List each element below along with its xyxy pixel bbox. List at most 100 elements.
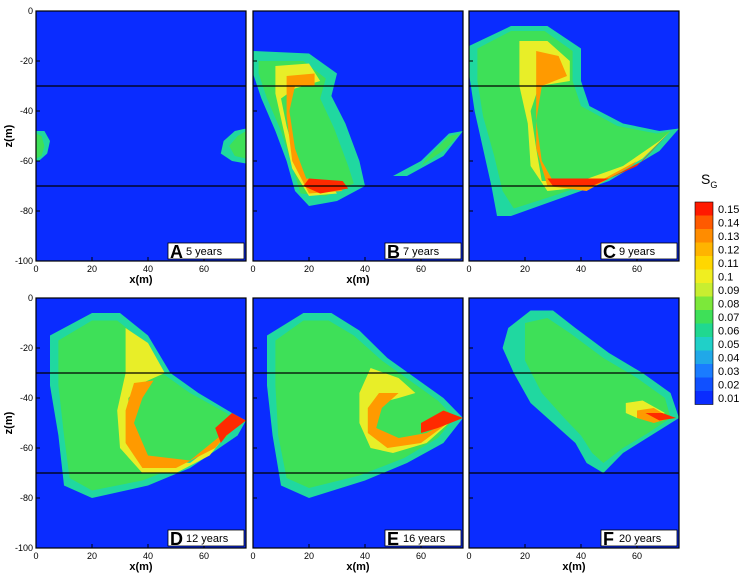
colorbar-swatch — [695, 269, 713, 283]
colorbar-swatch — [695, 364, 713, 378]
x-tick-label: 40 — [360, 551, 370, 561]
x-tick-label: 60 — [199, 264, 209, 274]
x-axis-label: x(m) — [562, 561, 586, 573]
y-tick-label: 0 — [28, 6, 33, 16]
x-tick-label: 0 — [33, 551, 38, 561]
panel-b: 0 20 40 60 x(m) B 7 years — [250, 10, 464, 286]
x-tick-label: 40 — [576, 264, 586, 274]
y-tick-label: -80 — [20, 493, 33, 503]
colorbar-level-label: 0.08 — [718, 298, 739, 310]
x-tick-label: 20 — [520, 264, 530, 274]
plume — [36, 128, 246, 164]
colorbar-level-label: 0.15 — [718, 204, 739, 216]
panel-frame — [468, 10, 680, 262]
panel-letter: B — [387, 242, 400, 262]
colorbar-title-subscript: G — [710, 180, 717, 190]
colorbar-swatch — [695, 350, 713, 364]
panel-tag-box — [600, 529, 678, 547]
plume-contour — [373, 131, 463, 176]
x-axis-label: x(m) — [346, 561, 370, 573]
panel-frame — [252, 297, 464, 549]
colorbar-level-label: 0.02 — [718, 379, 739, 391]
x-tick-label: 20 — [304, 551, 314, 561]
panel-frame — [252, 10, 464, 262]
panel-tag-box — [384, 529, 462, 547]
plume-contour — [229, 131, 246, 159]
panel-time-label: 9 years — [619, 246, 656, 258]
y-tick-label: -60 — [20, 156, 33, 166]
colorbar-swatch — [695, 391, 713, 405]
x-tick-label: 20 — [87, 264, 97, 274]
plume-contour — [286, 73, 343, 194]
panel-d: 0 20 40 60 0 -20 -40 -60 -80 -100 x(m) z(m) D 12 year… — [3, 293, 247, 573]
x-tick-label: 60 — [632, 551, 642, 561]
plume-contour — [215, 413, 246, 443]
colorbar-swatch — [695, 242, 713, 256]
plume — [267, 313, 463, 498]
panel-letter: E — [387, 529, 399, 549]
x-tick-label: 60 — [416, 264, 426, 274]
plume-contour — [125, 380, 238, 468]
plume-contour — [536, 51, 671, 191]
colorbar-level-label: 0.13 — [718, 231, 739, 243]
colorbar-level-label: 0.03 — [718, 366, 739, 378]
plume-contour — [36, 133, 45, 159]
x-axis-label: x(m) — [129, 561, 153, 573]
plume — [469, 26, 679, 216]
plume-contour — [547, 131, 671, 186]
x-tick-label: 40 — [143, 551, 153, 561]
panel-tag-box — [167, 529, 245, 547]
x-tick-label: 40 — [360, 264, 370, 274]
colorbar-swatch — [695, 296, 713, 310]
panel-time-label: 7 years — [403, 246, 440, 258]
x-tick-label: 0 — [33, 264, 38, 274]
panel-frame — [35, 10, 247, 262]
y-tick-label: -80 — [20, 206, 33, 216]
colorbar-level-label: 0.07 — [718, 312, 739, 324]
panel-tag-box — [167, 242, 245, 260]
plume-contour — [421, 133, 461, 166]
panel-letter: A — [170, 242, 183, 262]
colorbar-level-label: 0.05 — [718, 339, 739, 351]
panel-tag-box — [384, 242, 462, 260]
y-tick-label: -20 — [20, 343, 33, 353]
y-tick-label: -20 — [20, 56, 33, 66]
panel-letter: F — [603, 529, 614, 549]
colorbar-swatch — [695, 229, 713, 243]
plume-contour — [117, 328, 238, 473]
plume — [50, 313, 246, 498]
colorbar-swatch — [695, 323, 713, 337]
panel-time-label: 20 years — [619, 533, 662, 545]
panel-frame — [468, 297, 680, 549]
colorbar-level-label: 0.09 — [718, 285, 739, 297]
colorbar-frame — [694, 201, 714, 405]
panel-time-label: 16 years — [403, 533, 446, 545]
x-axis-label: x(m) — [346, 274, 370, 286]
x-tick-label: 20 — [87, 551, 97, 561]
x-tick-label: 0 — [466, 551, 471, 561]
x-tick-label: 60 — [199, 551, 209, 561]
y-tick-label: -100 — [15, 543, 33, 553]
colorbar-title: SG — [701, 171, 717, 190]
y-tick-label: -100 — [15, 256, 33, 266]
y-tick-label: -40 — [20, 106, 33, 116]
colorbar: SG0.150.140.130.120.110.10.090.080.070.0… — [694, 171, 739, 405]
x-tick-label: 20 — [304, 264, 314, 274]
panel-e: 0 20 40 60 x(m) E 16 years — [250, 297, 464, 573]
plume-contour — [275, 63, 337, 196]
x-tick-label: 40 — [143, 264, 153, 274]
colorbar-level-label: 0.1 — [718, 271, 733, 283]
colorbar-level-label: 0.04 — [718, 352, 739, 364]
x-tick-label: 0 — [250, 551, 255, 561]
panel-letter: C — [603, 242, 616, 262]
x-tick-label: 40 — [576, 551, 586, 561]
y-tick-label: -40 — [20, 393, 33, 403]
x-tick-label: 0 — [250, 264, 255, 274]
colorbar-swatch — [695, 337, 713, 351]
plume-contour — [367, 393, 455, 448]
x-axis-label: x(m) — [129, 274, 153, 286]
plume-contour — [421, 410, 463, 433]
plume-contour — [645, 413, 677, 421]
panel-time-label: 5 years — [186, 246, 223, 258]
